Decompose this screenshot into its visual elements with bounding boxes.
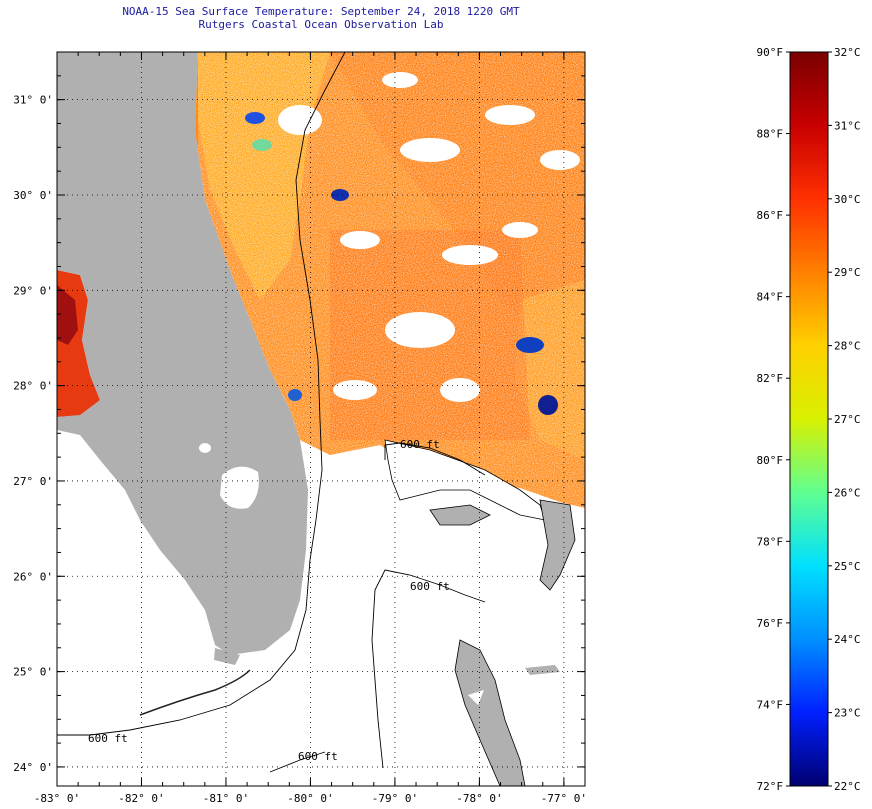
colorbar-label-c: 22°C — [834, 780, 861, 793]
inland-lake — [199, 443, 211, 453]
map-frame — [56, 51, 586, 787]
colorbar-label-c: 26°C — [834, 486, 861, 499]
lat-label: 25° 0' — [13, 666, 53, 679]
colorbar-label-c: 29°C — [834, 266, 861, 279]
colorbar-label-f: 80°F — [757, 454, 784, 467]
bahamas-landmass — [384, 439, 576, 786]
graticule — [56, 52, 585, 786]
colorbar-label-f: 84°F — [757, 291, 784, 304]
colorbar-label-f: 76°F — [757, 617, 784, 630]
lake-okeechobee — [220, 466, 259, 509]
florida-keys — [139, 669, 251, 716]
colorbar — [789, 51, 829, 787]
colorbar-label-c: 27°C — [834, 413, 861, 426]
isobath-600ft — [57, 52, 486, 773]
colorbar-label-f: 82°F — [757, 372, 784, 385]
lat-label: 26° 0' — [13, 570, 53, 583]
colorbar-label-f: 78°F — [757, 535, 784, 548]
colorbar-label-f: 72°F — [757, 780, 784, 793]
lat-label: 24° 0' — [13, 761, 53, 774]
lon-label: -79° 0' — [372, 792, 418, 805]
lon-label: -78° 0' — [456, 792, 502, 805]
colorbar-label-c: 30°C — [834, 193, 861, 206]
lon-label: -77° 0' — [541, 792, 587, 805]
lat-label: 29° 0' — [13, 284, 53, 297]
colorbar-ticks: 90°F 88°F 86°F 84°F 82°F 80°F 78°F 76°F 74°F 72°F… — [757, 46, 861, 793]
lat-label: 30° 0' — [13, 189, 53, 202]
isobath-label-3: 600 ft — [88, 732, 128, 745]
axis-labels: 31° 0' 30° 0' 29° 0' 28° 0' 27° 0' 26° 0' 25° … — [13, 94, 587, 805]
lat-label: 28° 0' — [13, 380, 53, 393]
chart-title: NOAA-15 Sea Surface Temperature: Septemb… — [122, 5, 520, 18]
cool-spots — [245, 112, 558, 415]
colorbar-label-c: 24°C — [834, 633, 861, 646]
colorbar-label-c: 31°C — [834, 119, 861, 132]
chart-subtitle: Rutgers Coastal Ocean Observation Lab — [198, 18, 444, 31]
sst-field-gulf-warmest — [57, 285, 78, 345]
florida-bay-islands — [214, 648, 240, 665]
lat-label: 27° 0' — [13, 475, 53, 488]
lon-label: -83° 0' — [34, 792, 80, 805]
isobath-label-2: 600 ft — [410, 580, 450, 593]
lon-label: -80° 0' — [287, 792, 333, 805]
lat-label: 31° 0' — [13, 94, 53, 107]
colorbar-label-f: 74°F — [757, 698, 784, 711]
lon-label: -81° 0' — [203, 792, 249, 805]
colorbar-label-c: 28°C — [834, 340, 861, 353]
colorbar-label-f: 88°F — [757, 128, 784, 141]
colorbar-label-f: 86°F — [757, 209, 784, 222]
isobath-label-1: 600 ft — [400, 438, 440, 451]
colorbar-label-c: 32°C — [834, 46, 861, 59]
map-plot-area — [57, 52, 585, 786]
lon-label: -82° 0' — [118, 792, 164, 805]
colorbar-label-f: 90°F — [757, 46, 784, 59]
colorbar-label-c: 25°C — [834, 560, 861, 573]
isobath-label-4: 600 ft — [298, 750, 338, 763]
axis-ticks — [56, 51, 586, 786]
colorbar-label-c: 23°C — [834, 707, 861, 720]
